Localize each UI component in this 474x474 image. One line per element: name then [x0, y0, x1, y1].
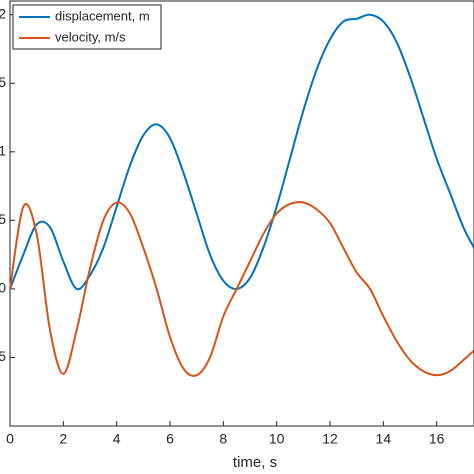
legend: displacement, m velocity, m/s: [12, 4, 162, 50]
legend-label: displacement, m: [55, 8, 150, 23]
x-axis-label: time, s: [233, 454, 277, 471]
x-tick-label: 16: [429, 431, 445, 447]
legend-box: [12, 4, 162, 50]
x-tick-label: 6: [166, 431, 174, 447]
x-tick-label: 14: [376, 431, 392, 447]
x-tick-label: 10: [269, 431, 285, 447]
x-tick-label: 0: [6, 431, 14, 447]
y-tick-label: 0: [0, 280, 6, 296]
x-tick-label: 4: [113, 431, 121, 447]
series-line: [9, 201, 474, 377]
y-tick-label: 2: [0, 5, 6, 21]
x-tick-label: 12: [322, 431, 338, 447]
plot-area: [9, 0, 474, 427]
x-tick-label: 8: [219, 431, 227, 447]
legend-label: velocity, m/s: [55, 29, 126, 44]
y-tick-label: -0.5: [0, 348, 6, 364]
y-tick-label: 1: [0, 143, 6, 159]
y-tick-label: 1.5: [0, 74, 6, 90]
y-tick-label: 0.5: [0, 211, 6, 227]
x-tick-label: 2: [59, 431, 67, 447]
